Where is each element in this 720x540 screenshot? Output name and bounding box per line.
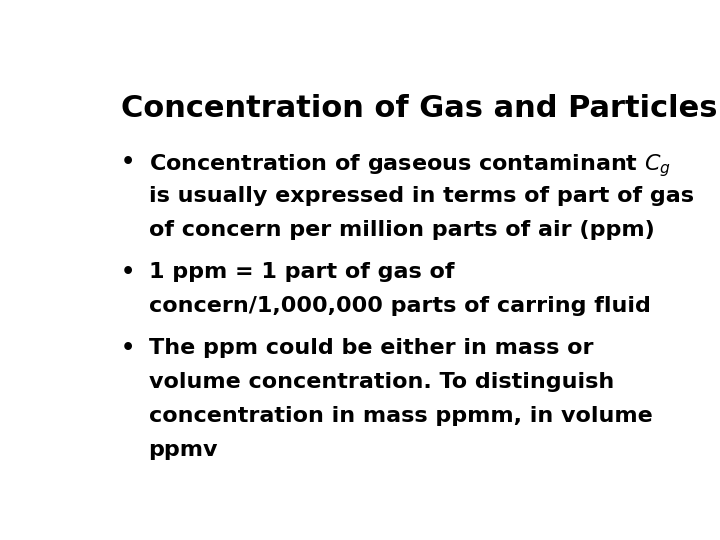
Text: •: • [121,338,135,357]
Text: is usually expressed in terms of part of gas: is usually expressed in terms of part of… [148,186,693,206]
Text: ppmv: ppmv [148,440,218,460]
Text: 1 ppm = 1 part of gas of: 1 ppm = 1 part of gas of [148,262,454,282]
Text: •: • [121,262,135,282]
Text: concentration in mass ppmm, in volume: concentration in mass ppmm, in volume [148,406,652,426]
Text: •: • [121,152,135,172]
Text: Concentration of gaseous contaminant $C_{g}$: Concentration of gaseous contaminant $C_… [148,152,670,179]
Text: of concern per million parts of air (ppm): of concern per million parts of air (ppm… [148,220,654,240]
Text: The ppm could be either in mass or: The ppm could be either in mass or [148,338,593,357]
Text: concern/1,000,000 parts of carring fluid: concern/1,000,000 parts of carring fluid [148,296,650,316]
Text: Concentration of Gas and Particles: Concentration of Gas and Particles [121,94,717,123]
Text: volume concentration. To distinguish: volume concentration. To distinguish [148,372,614,392]
